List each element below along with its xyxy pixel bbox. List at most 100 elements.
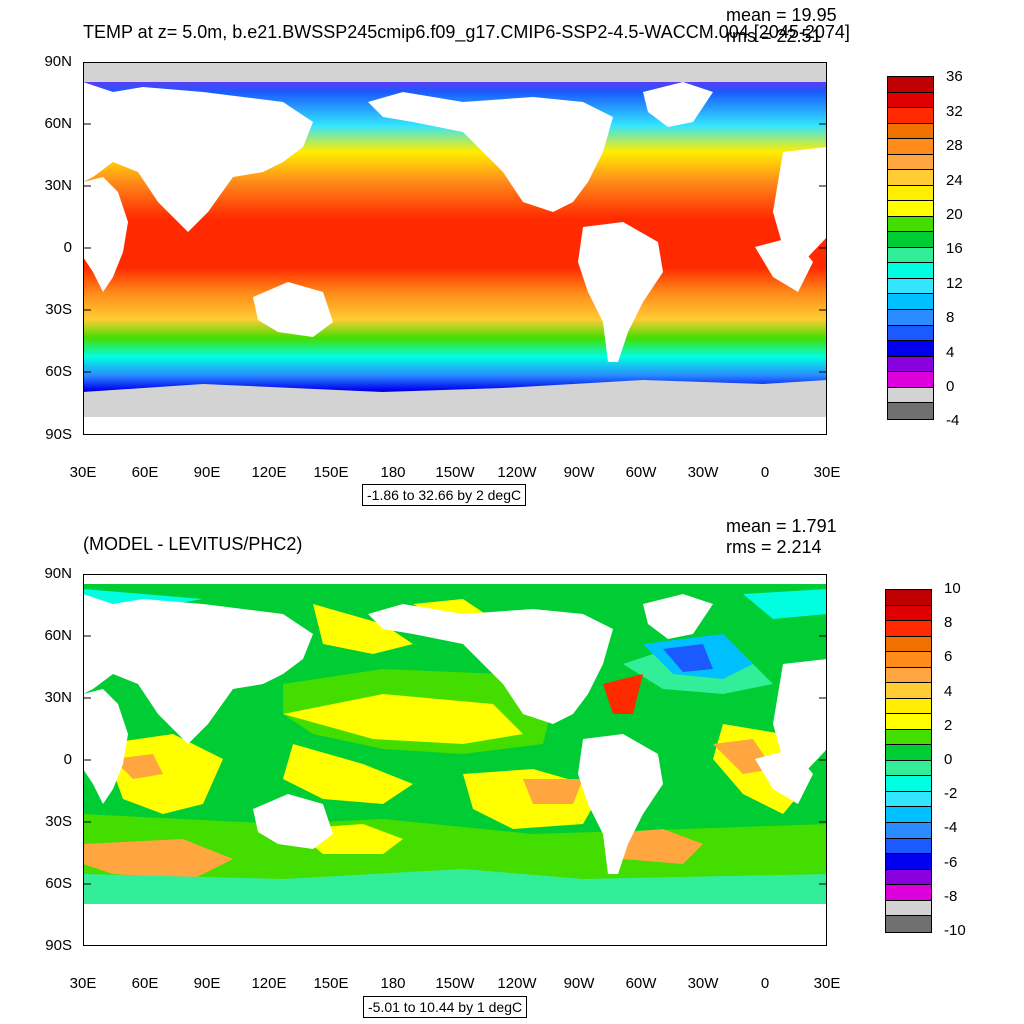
colorbar-swatch xyxy=(888,325,933,342)
bottom-xtick-5: 180 xyxy=(380,975,406,992)
bottom-xtick-6: 150W xyxy=(435,975,475,992)
colorbar-swatch xyxy=(888,356,933,373)
bottom-land xyxy=(83,574,827,874)
top-ytick-1: 60N xyxy=(44,115,72,132)
colorbar-swatch xyxy=(886,745,931,761)
colorbar-swatch xyxy=(886,636,931,653)
bottom-xtick-0: 30E xyxy=(69,975,97,992)
bottom-ytick-3: 0 xyxy=(63,751,72,768)
colorbar-swatch xyxy=(886,621,931,637)
top-xtick-3: 120E xyxy=(251,464,287,481)
bottom-ytick-0: 90N xyxy=(44,565,72,582)
top-ytick-6: 90S xyxy=(45,426,72,443)
colorbar-swatch xyxy=(888,247,933,264)
colorbar-swatch xyxy=(888,201,933,217)
top-xtick-6: 150W xyxy=(435,464,475,481)
colorbar-swatch xyxy=(888,341,933,357)
top-arctic-ice xyxy=(83,62,827,82)
bottom-xtick-8: 90W xyxy=(563,975,595,992)
bottom-map xyxy=(83,574,827,946)
top-cb-label-8: 4 xyxy=(946,344,955,361)
top-ytick-3: 0 xyxy=(63,239,72,256)
bottom-panel-title: (MODEL - LEVITUS/PHC2) xyxy=(83,534,303,554)
top-cb-label-4: 20 xyxy=(946,206,963,223)
bottom-xtick-3: 120E xyxy=(251,975,287,992)
colorbar-swatch xyxy=(886,916,931,932)
colorbar-swatch xyxy=(888,232,933,248)
colorbar-swatch xyxy=(888,108,933,124)
colorbar-swatch xyxy=(886,791,931,808)
top-xtick-0: 30E xyxy=(69,464,97,481)
bottom-ytick-5: 60S xyxy=(45,875,72,892)
colorbar-swatch xyxy=(886,838,931,855)
colorbar-swatch xyxy=(886,900,931,917)
bottom-xtick-10: 30W xyxy=(687,975,719,992)
bottom-cb-label-10: -10 xyxy=(944,922,966,939)
colorbar-swatch xyxy=(888,216,933,233)
top-xtick-1: 60E xyxy=(131,464,159,481)
top-map-frame xyxy=(83,62,827,435)
colorbar-swatch xyxy=(888,372,933,388)
colorbar-swatch xyxy=(886,683,931,699)
top-cb-label-0: 36 xyxy=(946,68,963,85)
colorbar-swatch xyxy=(886,652,931,668)
colorbar-swatch xyxy=(886,698,931,715)
top-xtick-8: 90W xyxy=(563,464,595,481)
colorbar-swatch xyxy=(888,403,933,419)
colorbar-swatch xyxy=(888,139,933,155)
bottom-xtick-4: 150E xyxy=(313,975,349,992)
top-xtick-5: 180 xyxy=(380,464,406,481)
colorbar-swatch xyxy=(888,170,933,186)
bottom-xtick-2: 90E xyxy=(193,975,221,992)
bottom-cb-label-4: 2 xyxy=(944,717,953,734)
colorbar-swatch xyxy=(886,807,931,823)
colorbar-swatch xyxy=(886,885,931,901)
bottom-cb-label-9: -8 xyxy=(944,888,958,905)
colorbar-swatch xyxy=(888,154,933,171)
colorbar-swatch xyxy=(888,309,933,326)
bottom-cb-label-6: -2 xyxy=(944,785,958,802)
bottom-xtick-12: 30E xyxy=(813,975,841,992)
bottom-ytick-1: 60N xyxy=(44,627,72,644)
top-xtick-4: 150E xyxy=(313,464,349,481)
bottom-cb-label-5: 0 xyxy=(944,751,953,768)
top-cb-label-6: 12 xyxy=(946,275,963,292)
top-range-label: -1.86 to 32.66 by 2 degC xyxy=(362,484,527,506)
colorbar-swatch xyxy=(886,776,931,792)
top-cb-label-2: 28 xyxy=(946,137,963,154)
colorbar-swatch xyxy=(886,605,931,622)
top-colorbar xyxy=(887,76,934,420)
colorbar-swatch xyxy=(888,294,933,310)
colorbar-swatch xyxy=(886,714,931,730)
top-ytick-2: 30N xyxy=(44,177,72,194)
colorbar-swatch xyxy=(888,77,933,93)
colorbar-swatch xyxy=(886,822,931,839)
colorbar-swatch xyxy=(886,760,931,777)
bottom-colorbar xyxy=(885,589,932,933)
top-xtick-11: 0 xyxy=(760,464,770,481)
bottom-xtick-11: 0 xyxy=(760,975,770,992)
colorbar-swatch xyxy=(888,92,933,109)
colorbar-swatch xyxy=(888,185,933,202)
top-cb-label-10: -4 xyxy=(946,412,960,429)
bottom-ytick-4: 30S xyxy=(45,813,72,830)
top-cb-label-9: 0 xyxy=(946,378,955,395)
top-ytick-4: 30S xyxy=(45,301,72,318)
bottom-cb-label-1: 8 xyxy=(944,614,953,631)
bottom-cb-label-3: 4 xyxy=(944,683,953,700)
colorbar-swatch xyxy=(886,854,931,870)
colorbar-swatch xyxy=(886,667,931,684)
top-xtick-10: 30W xyxy=(687,464,719,481)
bottom-xtick-1: 60E xyxy=(131,975,159,992)
colorbar-swatch xyxy=(888,263,933,279)
top-ytick-0: 90N xyxy=(44,53,72,70)
bottom-xtick-9: 60W xyxy=(625,975,657,992)
top-xtick-7: 120W xyxy=(497,464,537,481)
top-xtick-12: 30E xyxy=(813,464,841,481)
top-cb-label-3: 24 xyxy=(946,172,963,189)
top-cb-label-5: 16 xyxy=(946,240,963,257)
top-cb-label-1: 32 xyxy=(946,103,963,120)
top-polar-blank xyxy=(83,417,827,435)
bottom-cb-label-0: 10 xyxy=(944,580,961,597)
colorbar-swatch xyxy=(886,729,931,746)
